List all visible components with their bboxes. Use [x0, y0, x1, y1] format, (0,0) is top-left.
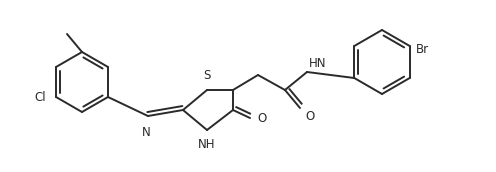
Text: Cl: Cl	[34, 90, 46, 104]
Text: NH: NH	[198, 138, 216, 151]
Text: S: S	[203, 69, 211, 82]
Text: O: O	[305, 110, 314, 123]
Text: HN: HN	[309, 57, 326, 70]
Text: N: N	[142, 126, 150, 139]
Text: O: O	[257, 111, 266, 125]
Text: Br: Br	[416, 42, 429, 56]
